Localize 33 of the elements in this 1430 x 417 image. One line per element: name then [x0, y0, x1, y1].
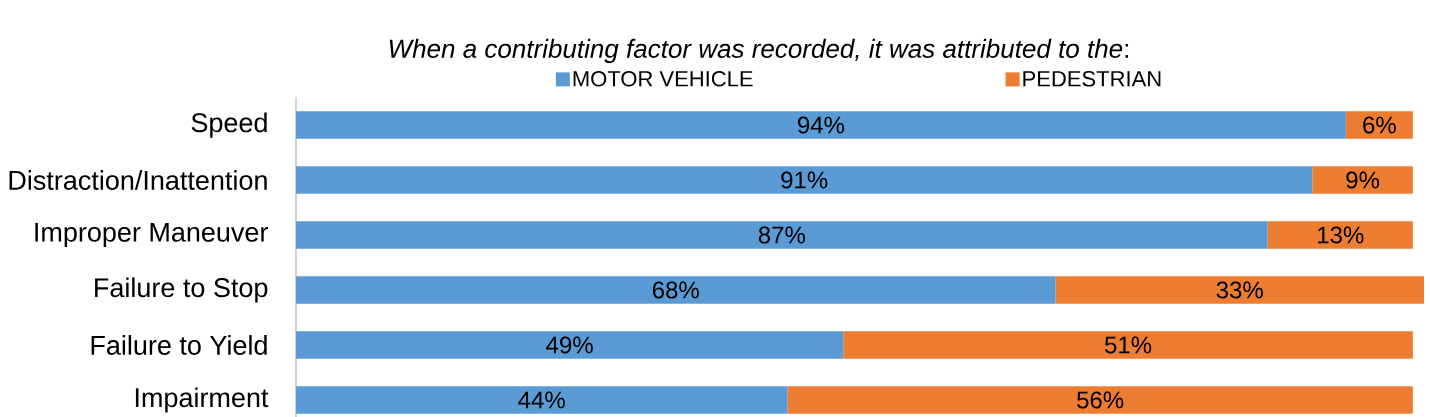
y-tick-label: Impairment [135, 387, 269, 413]
bar [1345, 111, 1413, 139]
data-label: 9% [1346, 171, 1380, 189]
data-label: 13% [1318, 226, 1364, 244]
bar [1055, 276, 1425, 304]
bar [296, 111, 1346, 139]
data-label: 68% [652, 281, 699, 299]
bar [296, 276, 1056, 304]
bar [787, 386, 1413, 414]
y-tick-label: Failure to Yield [91, 335, 267, 355]
bar [296, 331, 844, 359]
legend-label: PEDESTRIAN [1023, 70, 1161, 87]
data-label: 87% [758, 226, 805, 244]
data-label: 33% [1216, 281, 1263, 299]
y-tick-label: Distraction/Inattention [9, 170, 267, 190]
bar [296, 386, 788, 414]
bar [296, 221, 1268, 249]
data-label: 6% [1363, 116, 1396, 134]
y-tick-label: Failure to Stop [95, 277, 268, 303]
legend-label: MOTOR VEHICLE [573, 70, 753, 87]
bar [1267, 221, 1413, 249]
data-label: 91% [781, 171, 828, 189]
bar [296, 166, 1313, 194]
y-tick-label: Improper Maneuver [35, 222, 268, 248]
bar [1312, 166, 1413, 194]
y-tick-label: Speed [191, 112, 267, 138]
chart-title: When a contributing factor was recorded, it was attributed to the: [389, 38, 1129, 64]
bar [843, 331, 1413, 359]
data-label: 51% [1105, 336, 1152, 354]
data-label: 94% [798, 116, 845, 134]
data-label: 56% [1077, 391, 1124, 409]
data-label: 44% [518, 391, 565, 409]
data-label: 49% [546, 336, 593, 354]
